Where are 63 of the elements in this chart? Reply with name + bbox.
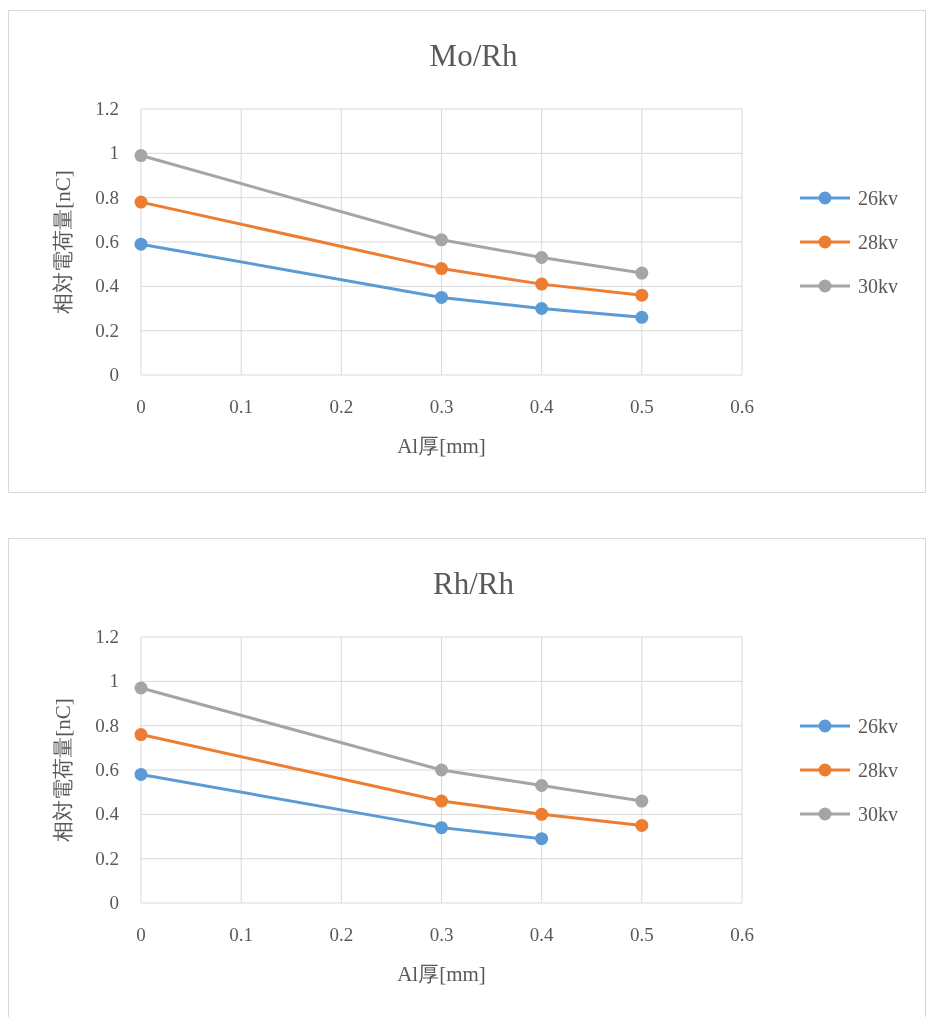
point: [134, 681, 148, 695]
chart-title: Rh/Rh: [433, 566, 515, 601]
legend-label: 30kv: [858, 275, 898, 297]
legend-label: 28kv: [858, 231, 898, 253]
y-tick-label: 0.4: [95, 275, 120, 297]
point: [134, 149, 148, 163]
point: [635, 310, 649, 324]
legend-label: 26kv: [858, 715, 898, 737]
x-tick-label: 0.6: [730, 924, 754, 945]
y-tick-label: 1.2: [95, 626, 119, 647]
legend-label: 26kv: [858, 187, 898, 209]
y-tick-label: 0: [109, 892, 119, 913]
x-tick-label: 0.2: [329, 924, 354, 945]
point: [535, 779, 549, 793]
y-tick-label: 1: [109, 142, 119, 164]
y-tick-label: 1.2: [95, 98, 119, 119]
x-tick-label: 0.1: [229, 924, 254, 945]
point: [535, 251, 549, 265]
chart-title: Mo/Rh: [429, 38, 518, 73]
x-tick-label: 0.4: [529, 396, 555, 417]
x-tick-label: 0.4: [529, 924, 555, 945]
legend-label: 30kv: [858, 803, 898, 825]
y-tick-label: 0.8: [95, 186, 119, 208]
point: [435, 233, 448, 247]
point: [435, 794, 448, 808]
y-tick-label: 0: [109, 364, 119, 385]
x-tick-label: 0.3: [429, 924, 454, 945]
x-tick-label: 0.6: [730, 396, 754, 417]
y-tick-label: 1: [109, 670, 119, 692]
point: [535, 832, 549, 846]
legend-label: 28kv: [858, 759, 898, 781]
x-tick-label: 0: [136, 396, 146, 417]
point: [435, 821, 448, 835]
y-tick-label: 0.6: [95, 231, 119, 252]
y-tick-label: 0.8: [95, 714, 119, 736]
y-tick-label: 0.4: [95, 803, 120, 825]
x-tick-label: 0: [136, 924, 146, 945]
point: [134, 767, 148, 781]
point: [134, 195, 148, 209]
point: [134, 237, 148, 251]
y-axis-title: 相対電荷量[nC]: [51, 698, 75, 842]
x-axis-title: Al厚[mm]: [397, 434, 486, 458]
point: [635, 266, 649, 280]
y-tick-label: 0.6: [95, 759, 119, 780]
x-tick-label: 0.5: [629, 396, 654, 417]
point: [435, 763, 448, 777]
x-tick-label: 0.5: [629, 924, 654, 945]
point: [535, 302, 549, 315]
point: [635, 818, 649, 832]
x-axis-title: Al厚[mm]: [397, 962, 486, 986]
y-axis-title: 相対電荷量[nC]: [51, 170, 75, 314]
x-tick-label: 0.1: [229, 396, 254, 417]
x-tick-label: 0.2: [329, 396, 354, 417]
x-tick-label: 0.3: [429, 396, 454, 417]
point: [435, 290, 448, 304]
point: [435, 262, 448, 276]
point: [535, 277, 549, 291]
y-tick-label: 0.2: [95, 847, 119, 869]
point: [535, 807, 549, 821]
point: [134, 728, 148, 742]
y-tick-label: 0.2: [95, 319, 119, 341]
point: [635, 794, 649, 808]
point: [635, 288, 649, 302]
